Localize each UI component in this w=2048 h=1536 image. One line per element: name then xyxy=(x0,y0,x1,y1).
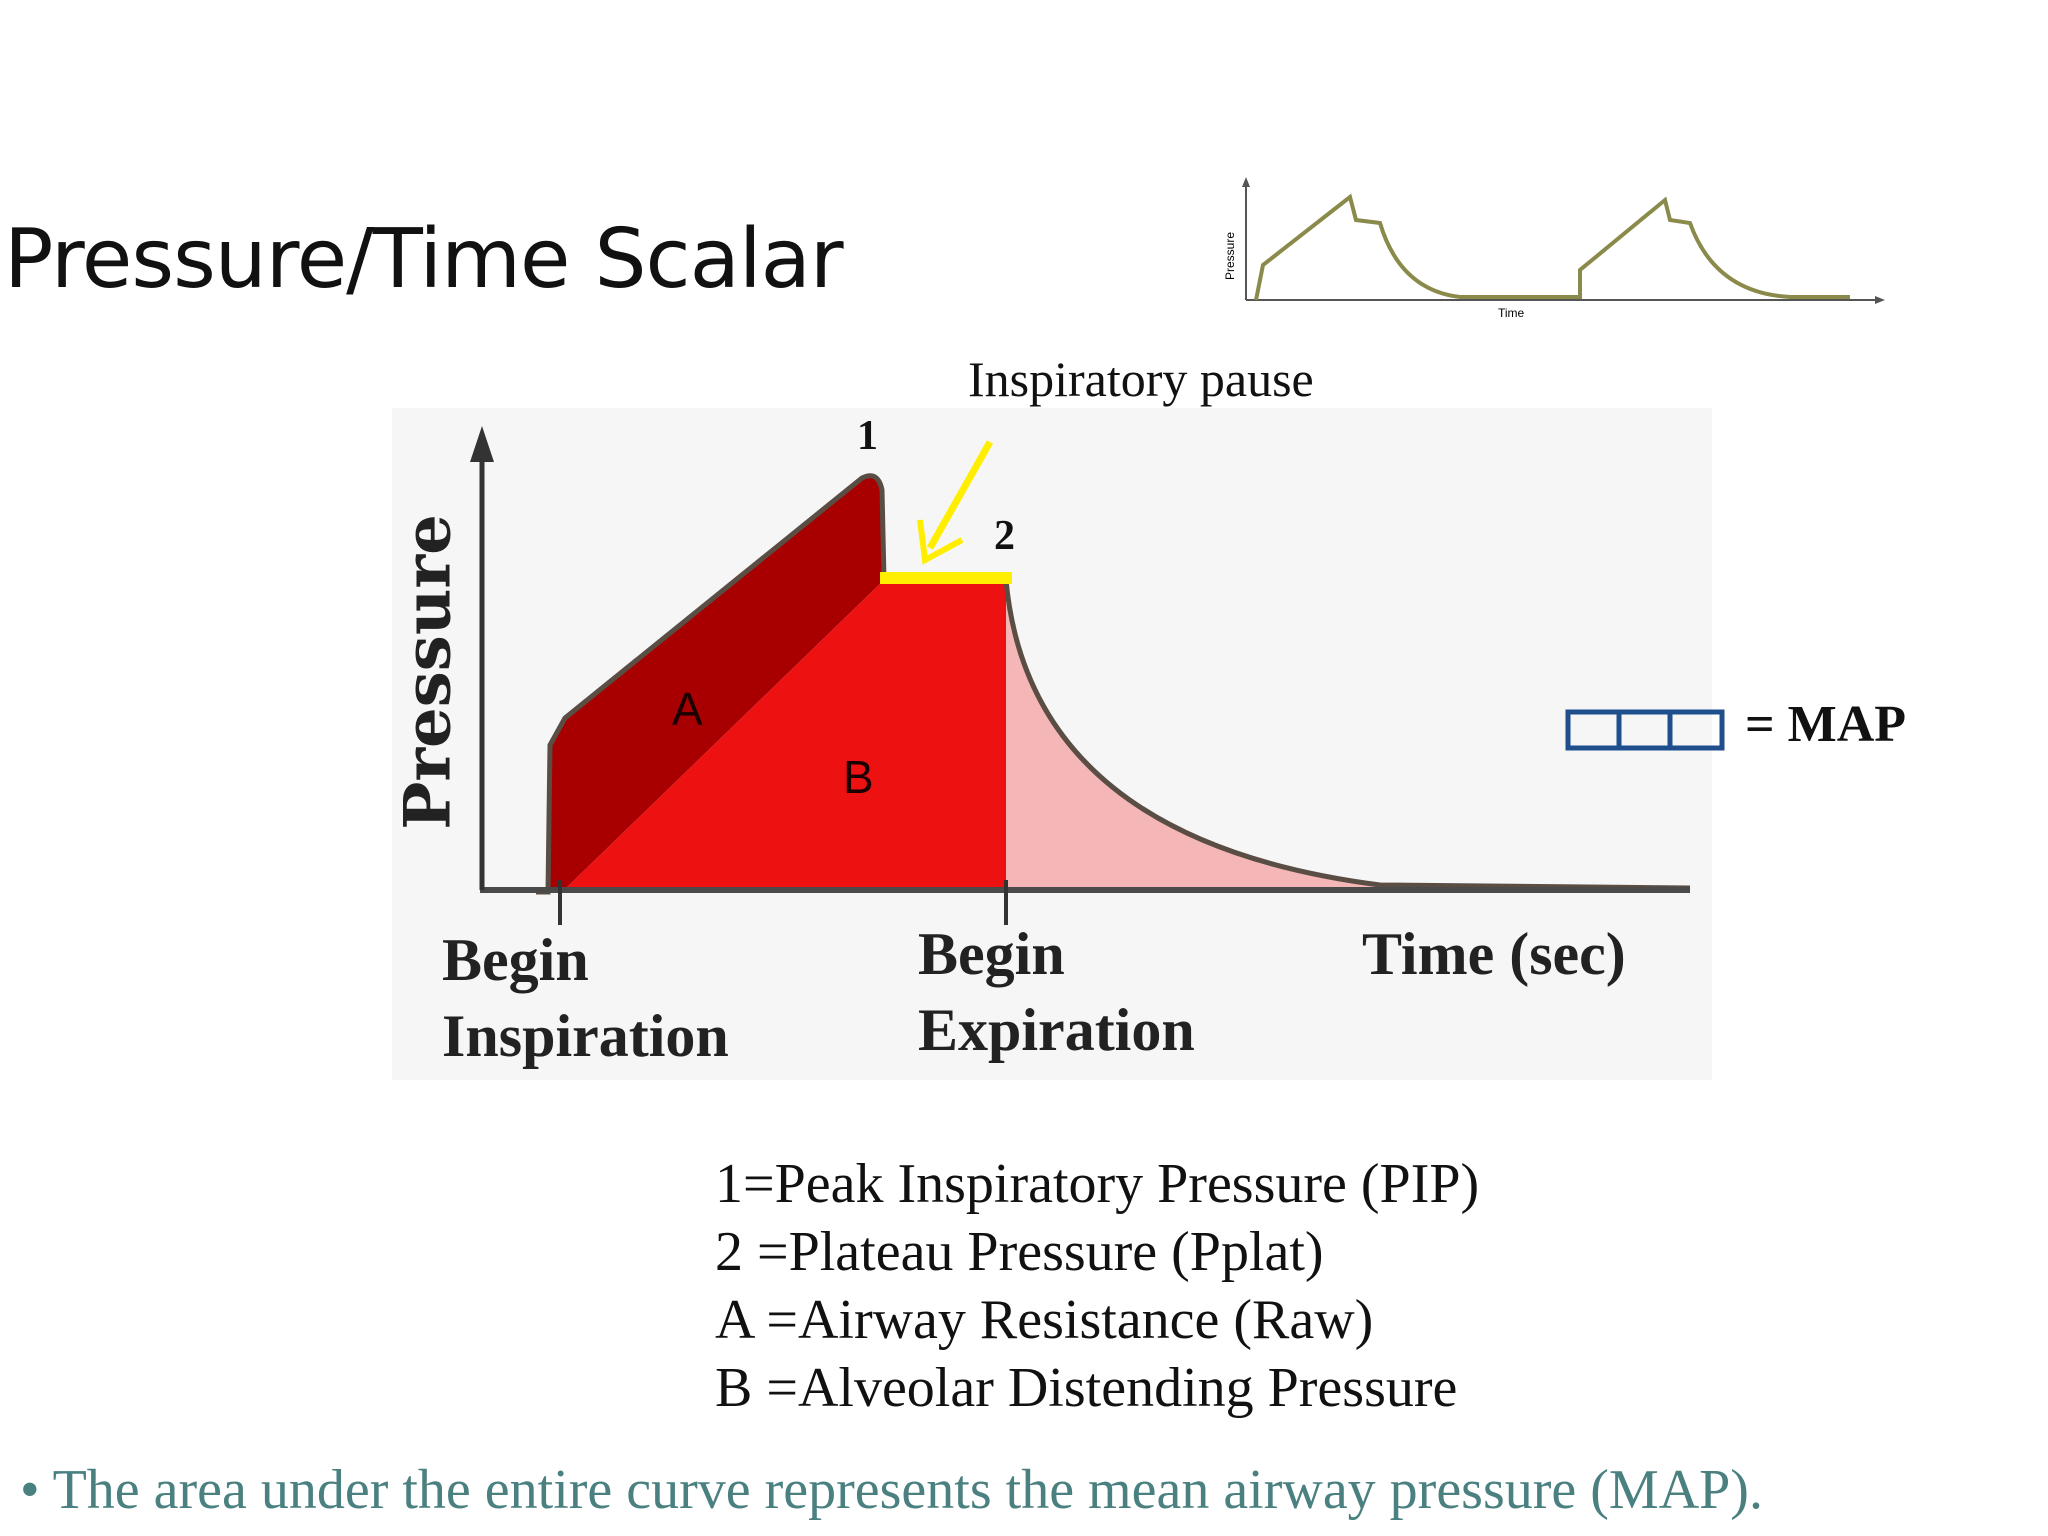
slide-title: Pressure/Time Scalar xyxy=(4,212,844,307)
legend: 1=Peak Inspiratory Pressure (PIP) 2 =Pla… xyxy=(715,1150,1479,1422)
legend-row: B =Alveolar Distending Pressure xyxy=(715,1357,1458,1419)
region-a xyxy=(548,475,884,892)
legend-row: 2 =Plateau Pressure (Pplat) xyxy=(715,1221,1324,1283)
y-axis-label: Pressure xyxy=(390,514,466,830)
pressure-curve xyxy=(536,473,1691,895)
legend-row: A =Airway Resistance (Raw) xyxy=(715,1289,1374,1351)
map-bullet: • The area under the entire curve repres… xyxy=(20,1459,1763,1521)
marker-2: 2 xyxy=(994,513,1015,559)
inspiratory-pause-label: Inspiratory pause xyxy=(968,351,1314,407)
pause-arrow-head xyxy=(917,519,964,565)
region-b-label: B xyxy=(843,751,874,803)
thumbnail-curve xyxy=(1254,193,1850,301)
marker-1: 1 xyxy=(857,413,878,459)
map-box-icon xyxy=(1565,709,1725,751)
thumbnail-y-label: Pressure xyxy=(1223,232,1237,280)
y-axis-arrow xyxy=(470,426,494,462)
x-label-begin-expiration: Begin Expiration xyxy=(918,921,1195,1063)
expiration-area xyxy=(1006,580,1380,892)
legend-row: 1=Peak Inspiratory Pressure (PIP) xyxy=(715,1153,1480,1215)
x-label-time: Time (sec) xyxy=(1362,921,1626,987)
thumbnail-x-label: Time xyxy=(1498,306,1525,320)
map-label: = MAP xyxy=(1745,696,1907,753)
region-a-label: A xyxy=(672,683,703,735)
pause-arrow-shaft xyxy=(926,440,994,550)
thumbnail-waveform: Pressure Time xyxy=(1223,177,1885,320)
region-b xyxy=(562,580,1006,892)
x-label-begin-inspiration: Begin Inspiration xyxy=(442,927,729,1069)
